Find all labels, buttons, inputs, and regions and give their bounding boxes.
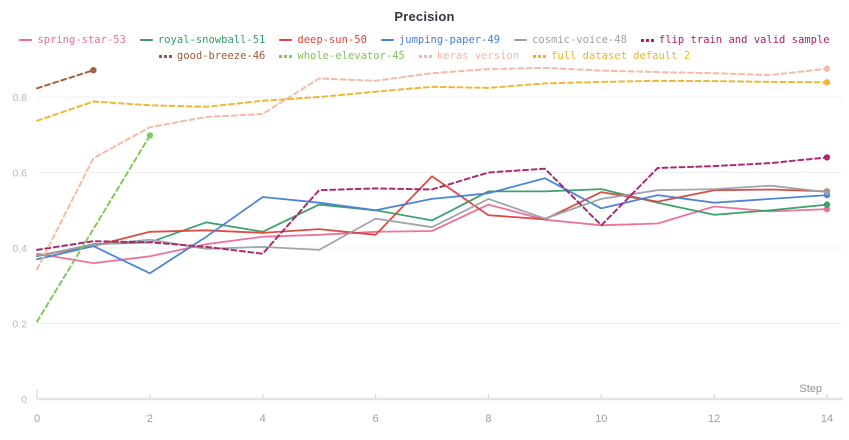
series-line-royal-snowball-51[interactable] xyxy=(36,188,828,258)
series-line-jumping-paper-49[interactable] xyxy=(36,177,828,275)
solid-line-swatch-icon xyxy=(514,39,528,41)
series-endpoint-keras-version xyxy=(823,65,831,72)
series-line-spring-star-53[interactable] xyxy=(36,203,828,265)
legend-item-full-dataset-default-2[interactable]: full dataset default 2 xyxy=(533,49,690,64)
legend-item-royal-snowball-51[interactable]: royal-snowball-51 xyxy=(139,33,266,48)
y-tick-label-0.8: 0.8 xyxy=(12,92,27,104)
legend-item-whole-elevator-45[interactable]: whole-elevator-45 xyxy=(279,49,405,64)
legend-label: cosmic-voice-48 xyxy=(532,33,627,46)
series-endpoint-flip-train-and-valid-sample xyxy=(823,154,831,161)
dashed-line-swatch-icon xyxy=(640,38,654,42)
y-tick-label-0.6: 0.6 xyxy=(12,168,27,180)
dashed-line-swatch-icon xyxy=(418,54,432,58)
legend-label: royal-snowball-51 xyxy=(157,33,266,46)
series-endpoint-spring-star-53 xyxy=(823,205,831,213)
legend-label: flip train and valid sample xyxy=(658,33,830,46)
legend-label: keras version xyxy=(436,49,520,62)
legend-item-spring-star-53[interactable]: spring-star-53 xyxy=(19,33,126,48)
legend-item-flip-train-and-valid-sample[interactable]: flip train and valid sample xyxy=(640,33,830,48)
x-tick-label-8: 8 xyxy=(485,413,491,425)
series-endpoint-whole-elevator-45 xyxy=(146,132,154,139)
x-tick-label-14: 14 xyxy=(821,413,833,425)
solid-line-swatch-icon xyxy=(380,39,394,41)
legend-label: jumping-paper-49 xyxy=(398,33,501,46)
legend-label: whole-elevator-45 xyxy=(297,49,405,62)
x-tick-label-0: 0 xyxy=(34,413,40,425)
series-endpoint-cosmic-voice-48 xyxy=(823,188,831,196)
series-line-cosmic-voice-48[interactable] xyxy=(36,184,828,257)
x-axis-title: Step xyxy=(799,383,822,395)
solid-line-swatch-icon xyxy=(279,39,293,41)
y-tick-label-0: 0 xyxy=(21,394,27,406)
legend-row-2: good-breeze-46 whole-elevator-45 keras ver… xyxy=(0,48,849,64)
series-line-flip-train-and-valid-sample[interactable] xyxy=(36,156,828,255)
legend-item-jumping-paper-49[interactable]: jumping-paper-49 xyxy=(380,33,501,48)
legend: spring-star-53 royal-snowball-51 deep-sun-… xyxy=(0,32,849,64)
legend-row-1: spring-star-53 royal-snowball-51 deep-sun-… xyxy=(0,32,849,48)
legend-item-deep-sun-50[interactable]: deep-sun-50 xyxy=(279,33,367,48)
dashed-line-swatch-icon xyxy=(533,54,547,58)
legend-item-keras-version[interactable]: keras version xyxy=(418,49,520,64)
x-tick-label-2: 2 xyxy=(147,413,153,425)
solid-line-swatch-icon xyxy=(139,39,153,41)
series-line-deep-sun-50[interactable] xyxy=(36,175,828,257)
chart-title: Precision xyxy=(394,9,455,24)
y-tick-label-0.2: 0.2 xyxy=(12,319,27,331)
series-line-good-breeze-46[interactable] xyxy=(36,69,95,90)
series-line-whole-elevator-45[interactable] xyxy=(36,134,151,323)
dashed-line-swatch-icon xyxy=(279,54,293,58)
dashed-line-swatch-icon xyxy=(158,54,172,58)
legend-item-good-breeze-46[interactable]: good-breeze-46 xyxy=(158,49,266,64)
y-tick-label-0.4: 0.4 xyxy=(12,243,27,255)
x-tick-label-12: 12 xyxy=(708,413,720,425)
legend-label: good-breeze-46 xyxy=(176,49,266,62)
legend-label: deep-sun-50 xyxy=(297,33,367,46)
legend-item-cosmic-voice-48[interactable]: cosmic-voice-48 xyxy=(514,33,627,48)
series-endpoint-full-dataset-default-2 xyxy=(823,79,831,86)
x-tick-label-4: 4 xyxy=(260,413,266,425)
x-tick-label-10: 10 xyxy=(595,413,607,425)
series-line-full-dataset-default-2[interactable] xyxy=(36,79,828,122)
series-endpoint-good-breeze-46 xyxy=(90,67,97,74)
legend-label: full dataset default 2 xyxy=(551,49,691,62)
legend-label: spring-star-53 xyxy=(37,33,126,46)
series-endpoint-royal-snowball-51 xyxy=(823,201,831,208)
x-tick-label-6: 6 xyxy=(373,413,379,425)
solid-line-swatch-icon xyxy=(19,39,33,41)
series-line-keras-version[interactable] xyxy=(36,66,828,271)
